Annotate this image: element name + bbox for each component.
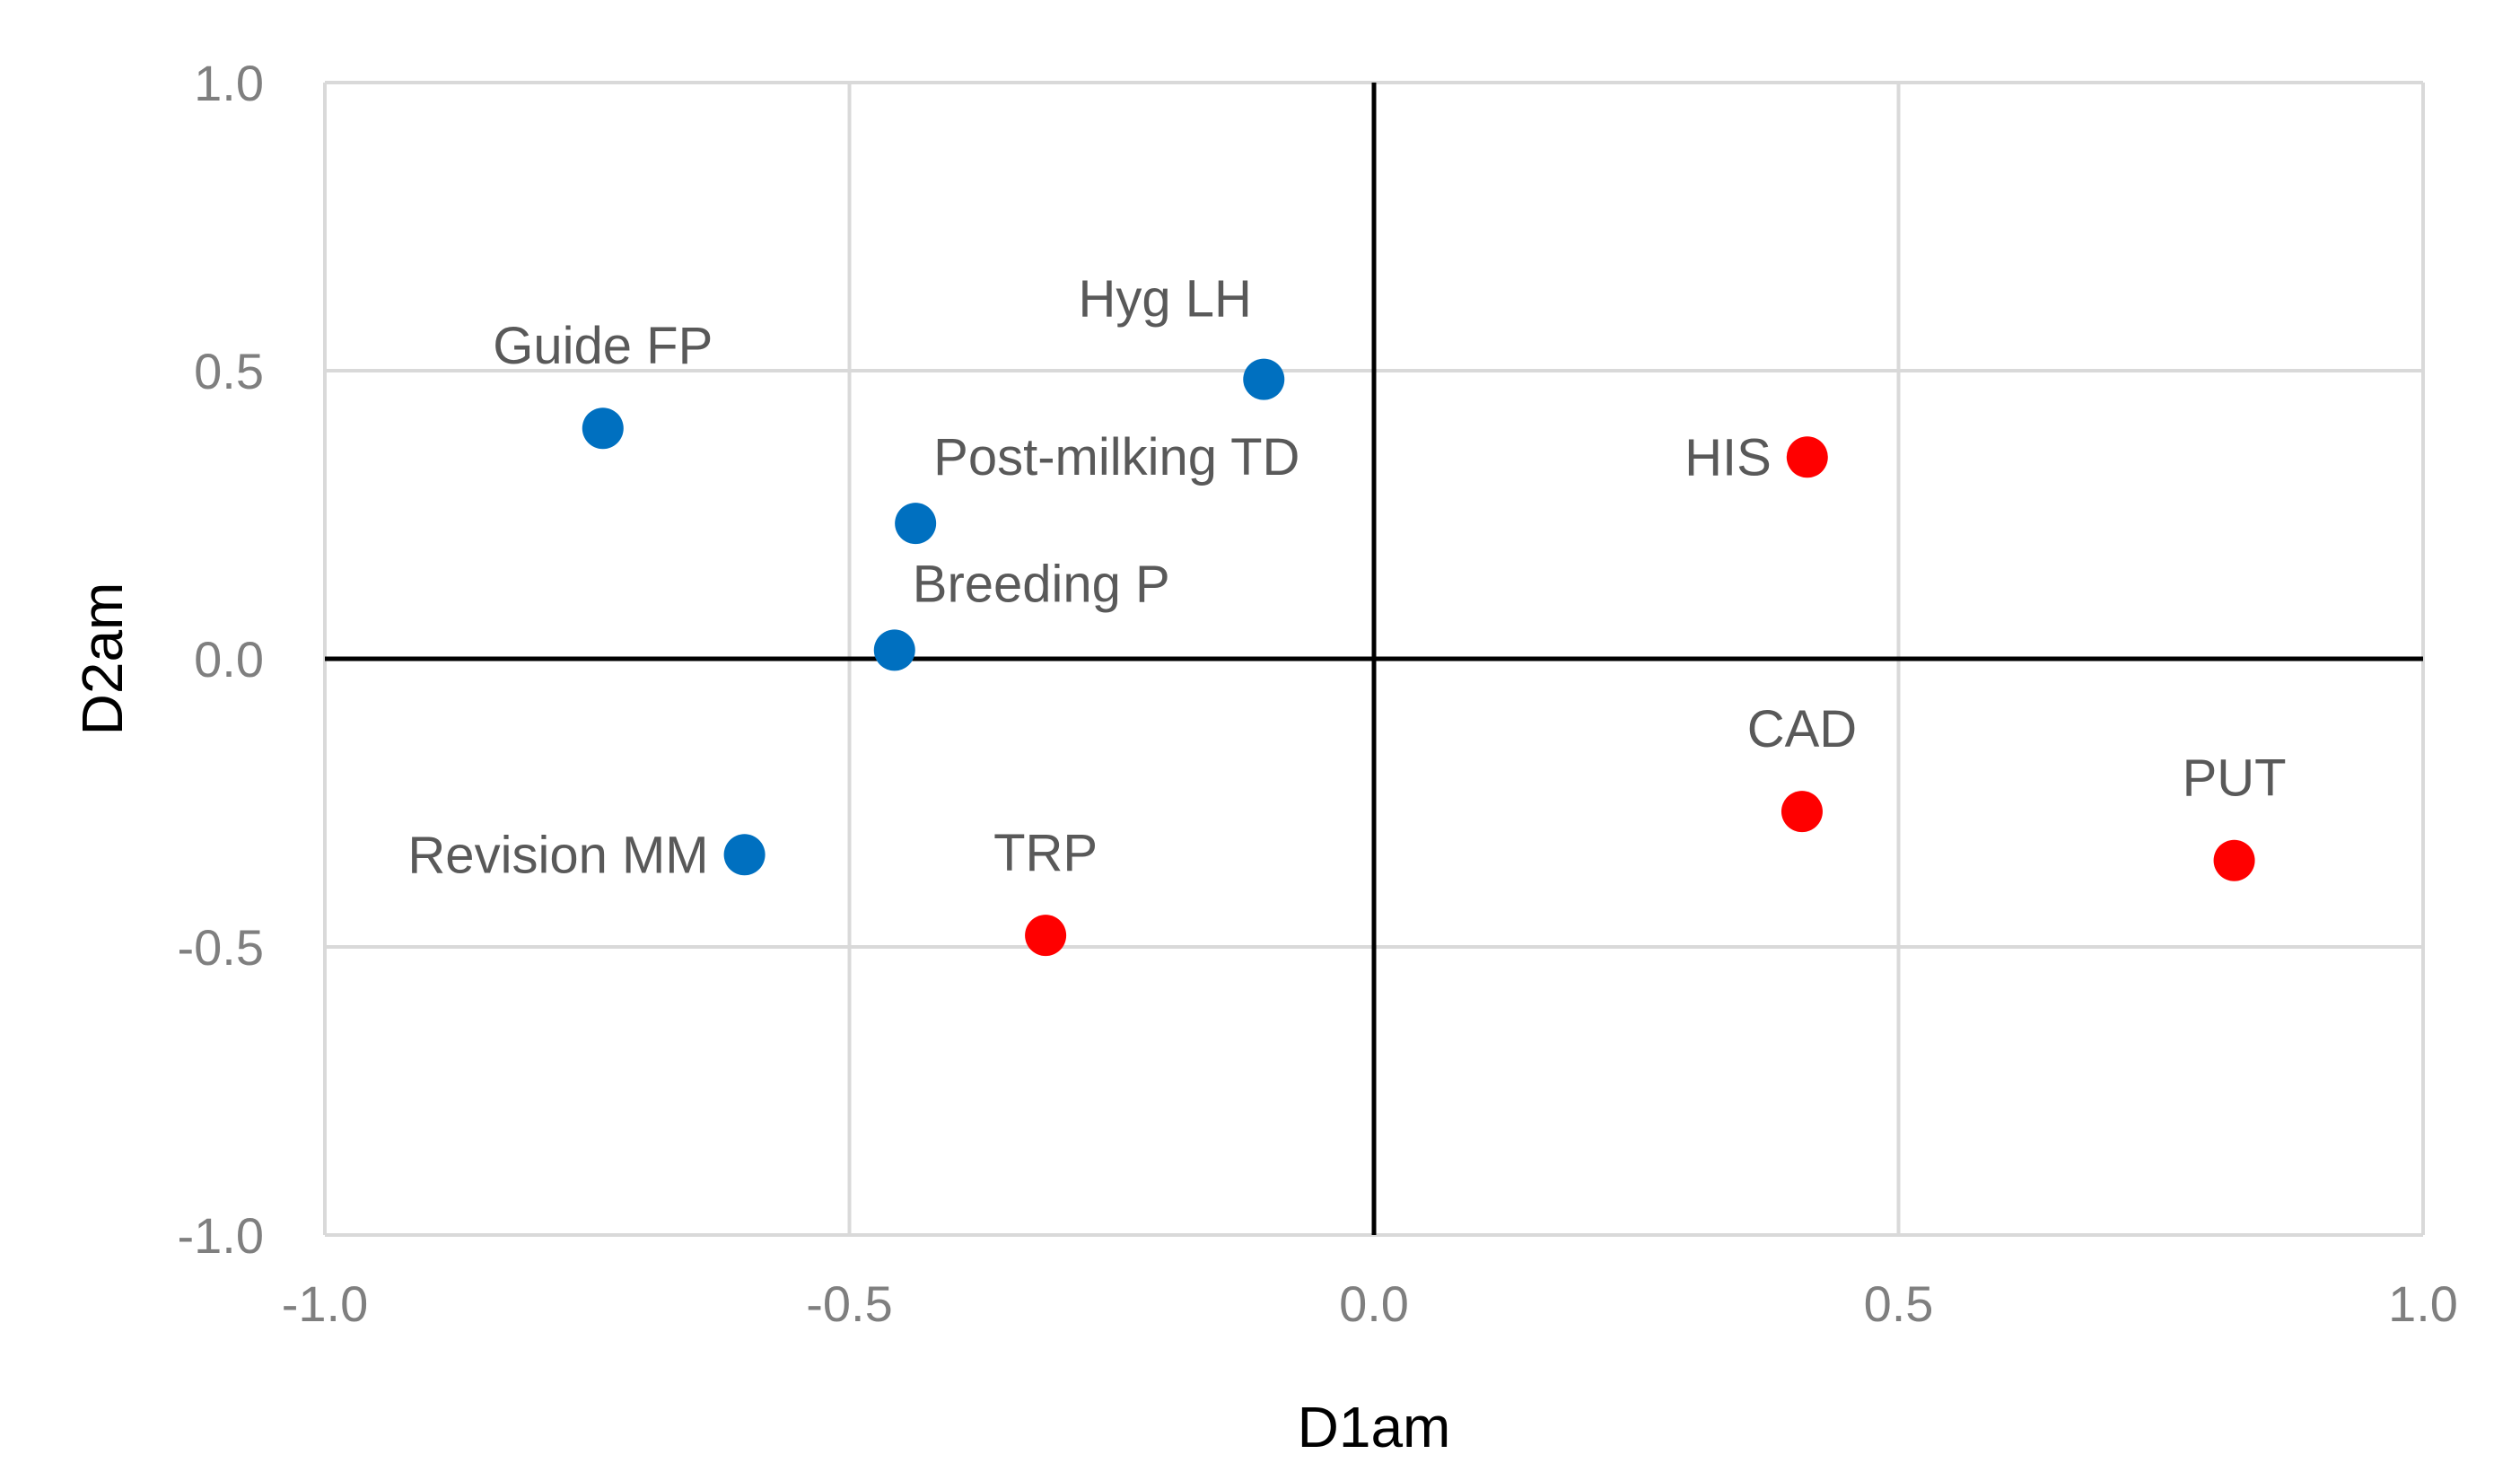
data-point-blue <box>1243 358 1285 400</box>
data-point-label: PUT <box>2183 749 2287 808</box>
data-point-label: Revision MM <box>407 826 708 884</box>
data-point-label: Hyg LH <box>1079 270 1252 329</box>
zero-axes <box>325 83 2423 1235</box>
x-tick-label: 0.0 <box>1339 1275 1409 1332</box>
data-point-blue <box>895 503 937 545</box>
data-point-label: Breeding P <box>913 555 1170 613</box>
x-tick-label: 1.0 <box>2388 1275 2458 1332</box>
data-point-red <box>1786 436 1828 478</box>
data-point-blue <box>582 407 624 450</box>
data-point-label: Guide FP <box>493 317 713 375</box>
y-tick-label: -0.5 <box>178 919 265 976</box>
data-point-red <box>1781 791 1823 833</box>
data-point-blue <box>723 834 766 876</box>
y-tick-label: 0.0 <box>194 631 264 688</box>
data-point-label: TRP <box>993 824 1098 882</box>
data-points <box>582 358 2255 957</box>
data-point-red <box>1025 915 1067 957</box>
data-point-label: HIS <box>1684 428 1772 486</box>
tick-labels: -1.0 -0.5 0.0 0.5 1.0 -1.0 -0.5 0.0 0.5 1.0 <box>178 55 2458 1332</box>
y-tick-label: 1.0 <box>194 55 264 111</box>
point-labels: Guide FP Hyg LH Post-milking TD Breeding P R… <box>407 270 2286 885</box>
x-tick-label: -1.0 <box>282 1275 369 1332</box>
data-point-label: Post-milking TD <box>933 428 1299 486</box>
data-point-label: CAD <box>1747 700 1857 758</box>
y-tick-label: 0.5 <box>194 343 264 399</box>
x-tick-label: -0.5 <box>806 1275 893 1332</box>
x-axis-title: D1am <box>1298 1395 1451 1459</box>
data-point-blue <box>873 629 915 671</box>
y-axis-title: D2am <box>70 583 135 736</box>
data-point-red <box>2213 839 2255 881</box>
y-tick-label: -1.0 <box>178 1207 265 1264</box>
x-tick-label: 0.5 <box>1864 1275 1934 1332</box>
